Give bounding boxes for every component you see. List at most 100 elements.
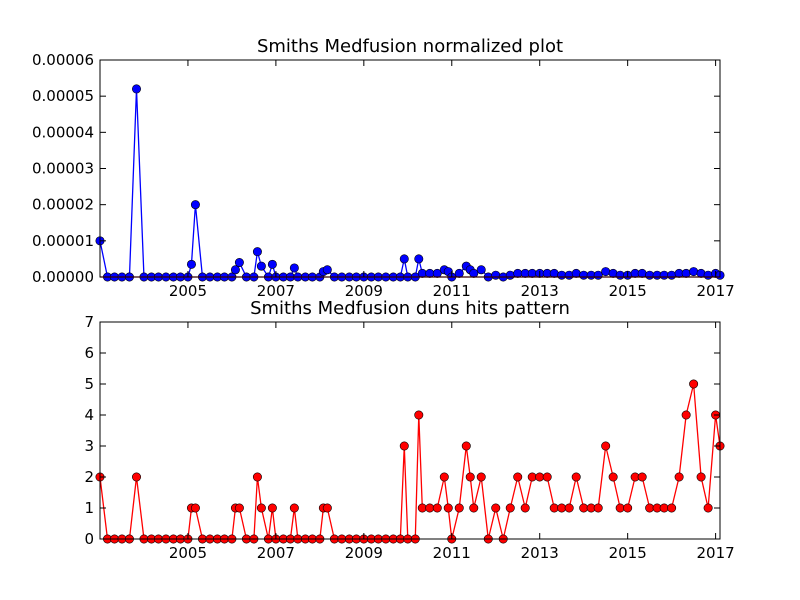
duns-hits-plot-y-tick-label: 7	[84, 313, 94, 331]
normalized-plot-x-tick-label: 2013	[521, 282, 559, 300]
duns-hits-plot-data-point	[132, 472, 142, 482]
normalized-plot-data-point	[645, 270, 655, 280]
duns-hits-plot-data-point	[623, 503, 633, 513]
normalized-plot-data-point	[505, 270, 515, 280]
duns-hits-plot-data-point	[322, 503, 332, 513]
duns-hits-plot-data-point	[461, 441, 471, 451]
normalized-plot-data-point	[252, 247, 262, 257]
normalized-plot-data-point	[414, 254, 424, 264]
duns-hits-plot-data-point	[659, 503, 669, 513]
normalized-plot-data-point	[322, 265, 332, 275]
normalized-plot-data-point	[579, 270, 589, 280]
duns-hits-plot-x-tick-label: 2015	[609, 544, 647, 562]
duns-hits-plot-y-ticks: 0 1 2 3 4 5 6 7	[84, 313, 720, 548]
normalized-plot-y-tick-label: 0.00003	[32, 160, 94, 178]
normalized-plot-data-point	[667, 270, 677, 280]
normalized-plot-data-point	[234, 258, 244, 268]
duns-hits-plot-data-point	[417, 503, 427, 513]
normalized-plot-data-point	[681, 268, 691, 278]
duns-hits-plot-y-tick-label: 5	[84, 375, 94, 393]
normalized-plot-data-point	[593, 270, 603, 280]
normalized-plot-data-point	[469, 268, 479, 278]
normalized-plot-data-point	[256, 261, 266, 271]
duns-hits-plot-data-point	[527, 472, 537, 482]
normalized-plot-y-tick-label: 0.00001	[32, 232, 94, 250]
duns-hits-plot-y-tick-label: 1	[84, 499, 94, 517]
duns-hits-plot-data-point	[681, 410, 691, 420]
duns-hits-plot-frame	[99, 321, 721, 540]
duns-hits-plot-x-tick-label: 2013	[521, 544, 559, 562]
duns-hits-plot-data-point	[535, 472, 545, 482]
duns-hits-plot-data-point	[465, 472, 475, 482]
normalized-plot-x-tick-label: 2015	[609, 282, 647, 300]
duns-hits-plot-x-tick-label: 2011	[433, 544, 471, 562]
normalized-plot-data-point	[513, 268, 523, 278]
normalized-plot-data-point	[549, 268, 559, 278]
normalized-plot-data-point	[689, 267, 699, 277]
duns-hits-plot-data-point	[454, 503, 464, 513]
duns-hits-plot-y-tick-label: 6	[84, 344, 94, 362]
normalized-plot-data-point	[186, 259, 196, 269]
normalized-plot-data-point	[230, 265, 240, 275]
duns-hits-plot-data-point	[469, 503, 479, 513]
normalized-plot-data-point	[132, 84, 142, 94]
duns-hits-plot-data-point	[234, 503, 244, 513]
normalized-plot-data-point	[454, 268, 464, 278]
duns-hits-plot-data-point	[513, 472, 523, 482]
normalized-plot-y-tick-label: 0.00004	[32, 123, 94, 141]
duns-hits-plot-x-tick-label: 2007	[257, 544, 295, 562]
normalized-plot-data-point	[289, 263, 299, 273]
duns-hits-plot-y-tick-label: 0	[84, 530, 94, 548]
duns-hits-plot-data-point	[696, 472, 706, 482]
duns-hits-plot-x-ticks: 2005 2007 2009 2011 2013 2015 2017	[169, 322, 735, 562]
normalized-plot-data-point	[557, 270, 567, 280]
normalized-plot-data-point	[399, 254, 409, 264]
normalized-plot-data-point	[637, 268, 647, 278]
duns-hits-plot-data-point	[615, 503, 625, 513]
normalized-plot-data-point	[476, 265, 486, 275]
duns-hits-plot-data-point	[571, 472, 581, 482]
duns-hits-plot-x-tick-label: 2009	[345, 544, 383, 562]
normalized-plot-x-tick-label: 2005	[169, 282, 207, 300]
normalized-plot-y-tick-label: 0.00006	[32, 51, 94, 69]
normalized-plot-x-tick-label: 2017	[697, 282, 735, 300]
normalized-plot-y-tick-label: 0.00002	[32, 196, 94, 214]
duns-hits-plot-data-point	[608, 472, 618, 482]
normalized-plot-data-point	[425, 268, 435, 278]
duns-hits-plot-data-point	[674, 472, 684, 482]
normalized-plot-data-point	[190, 200, 200, 210]
duns-hits-plot-data-point	[256, 503, 266, 513]
duns-hits-plot-data-point	[289, 503, 299, 513]
duns-hits-plot-y-tick-label: 4	[84, 406, 94, 424]
duns-hits-plot-data-point	[601, 441, 611, 451]
duns-hits-plot-data-point	[542, 472, 552, 482]
duns-hits-plot-data-point	[267, 503, 277, 513]
duns-hits-plot-data-point	[703, 503, 713, 513]
duns-hits-plot-data-point	[425, 503, 435, 513]
normalized-plot-y-tick-label: 0.00000	[32, 268, 94, 286]
normalized-plot-data-point	[267, 259, 277, 269]
normalized-plot-data-point	[491, 270, 501, 280]
normalized-plot-title: Smiths Medfusion normalized plot	[257, 36, 563, 57]
normalized-plot-data-point	[571, 268, 581, 278]
duns-hits-plot-data-point	[667, 503, 677, 513]
normalized-plot-data-point	[703, 270, 713, 280]
duns-hits-plot-y-tick-label: 3	[84, 437, 94, 455]
duns-hits-plot-data-point	[593, 503, 603, 513]
duns-hits-plot-data-point	[439, 472, 449, 482]
normalized-plot-x-ticks: 2005 2007 2009 2011 2013 2015 2017	[169, 60, 735, 300]
normalized-plot-data-point	[417, 268, 427, 278]
duns-hits-plot-data-point	[579, 503, 589, 513]
duns-hits-plot-data-point	[645, 503, 655, 513]
duns-hits-plot-data-point	[252, 472, 262, 482]
normalized-plot: Smiths Medfusion normalized plot 0.00000…	[32, 36, 735, 300]
duns-hits-plot-x-tick-label: 2005	[169, 544, 207, 562]
duns-hits-plot-data-point	[557, 503, 567, 513]
normalized-plot-y-tick-label: 0.00005	[32, 87, 94, 105]
normalized-plot-data-point	[601, 267, 611, 277]
duns-hits-plot-data-point	[432, 503, 442, 513]
duns-hits-plot-data-point	[564, 503, 574, 513]
duns-hits-plot-data-point	[491, 503, 501, 513]
duns-hits-plot-data-point	[549, 503, 559, 513]
duns-hits-plot-data-point	[689, 379, 699, 389]
